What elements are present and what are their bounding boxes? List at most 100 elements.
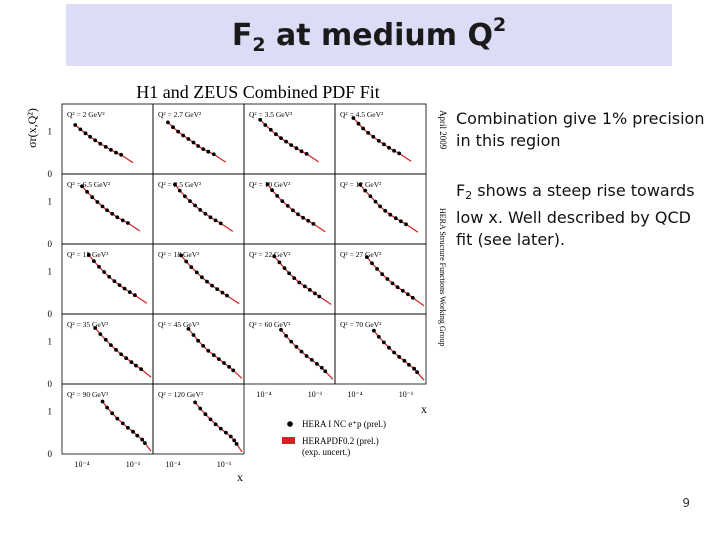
data-point [97, 264, 101, 269]
note-f2-symbol: F2 [456, 181, 473, 202]
data-point [198, 406, 203, 411]
data-point [319, 365, 324, 370]
data-point [93, 326, 98, 330]
note-steep-rise: F2 shows a steep rise towards low x. Wel… [456, 181, 695, 249]
data-point [191, 333, 196, 337]
data-point [98, 141, 103, 146]
fit-curve [267, 183, 326, 233]
panel-label: Q² = 120 GeV² [158, 390, 204, 399]
y-tick-label: 0 [48, 379, 53, 389]
y-axis-label: σr(x,Q²) [25, 108, 39, 148]
data-point [387, 345, 391, 350]
data-point [289, 339, 294, 344]
panel-label: Q² = 2 GeV² [67, 110, 105, 119]
data-point [201, 344, 206, 348]
fit-curve [74, 124, 134, 164]
data-point [406, 292, 410, 297]
data-point [85, 190, 89, 194]
fit-curve [167, 121, 227, 163]
panel-label: Q² = 60 GeV² [249, 320, 291, 329]
data-point [120, 218, 125, 223]
panel-label: Q² = 35 GeV² [67, 320, 109, 329]
data-point [189, 265, 194, 270]
fit-curve [81, 185, 141, 232]
data-point [98, 332, 103, 336]
data-point [315, 362, 319, 366]
data-point [205, 279, 209, 284]
data-point [279, 136, 283, 141]
data-point [287, 271, 291, 276]
data-point [100, 399, 105, 404]
panel-label: Q² = 10 GeV² [249, 180, 291, 189]
data-point [280, 199, 285, 204]
data-point [131, 429, 135, 434]
data-point [388, 212, 393, 217]
data-point [380, 272, 385, 277]
data-point [115, 416, 120, 421]
data-point [363, 188, 368, 193]
legend-label-data: HERA I NC e⁺p (prel.) [302, 419, 386, 429]
data-point [385, 277, 390, 281]
data-point [400, 288, 405, 293]
data-point [217, 357, 221, 361]
data-point [173, 182, 177, 187]
x-axis-label: x [421, 402, 427, 416]
data-point [171, 125, 175, 130]
data-point [392, 350, 396, 355]
data-point [184, 259, 189, 264]
data-point [119, 152, 123, 157]
fit-curve [174, 184, 234, 232]
data-point [378, 204, 382, 209]
data-point [220, 290, 225, 295]
data-point [103, 337, 108, 342]
y-tick-label: 1 [48, 266, 53, 276]
data-point [133, 293, 137, 298]
data-point [218, 426, 223, 431]
y-tick-label: 0 [48, 449, 53, 459]
data-point [231, 368, 236, 373]
x-tick-label: 10⁻¹ [399, 390, 414, 399]
data-point [263, 123, 268, 127]
data-point [358, 182, 362, 187]
data-point [92, 259, 96, 263]
data-point [134, 363, 138, 368]
data-point [126, 221, 130, 225]
x-tick-label: 10⁻¹ [308, 390, 323, 399]
y-tick-label: 0 [48, 309, 53, 319]
data-point [112, 279, 117, 284]
data-point [232, 438, 237, 443]
data-point [218, 221, 223, 226]
data-point [191, 140, 196, 145]
data-point [289, 143, 294, 148]
data-point [265, 182, 270, 187]
data-point [304, 354, 309, 358]
data-point [213, 218, 218, 223]
data-point [206, 348, 211, 353]
data-point [365, 255, 369, 259]
data-point [402, 358, 407, 363]
panel-frame [334, 313, 427, 385]
panel-label: Q² = 2.7 GeV² [158, 110, 202, 119]
data-point [309, 358, 314, 362]
data-point [299, 349, 304, 354]
data-point [268, 127, 273, 132]
data-point [78, 127, 83, 132]
data-point [196, 144, 201, 148]
data-point [122, 286, 127, 291]
data-point [73, 123, 78, 127]
note-precision: Combination give 1% precision in this re… [456, 109, 705, 150]
data-point [222, 361, 226, 365]
data-point [203, 211, 208, 216]
fit-curve [366, 256, 425, 307]
data-point [317, 294, 322, 299]
data-point [313, 291, 317, 296]
data-point [368, 194, 373, 199]
data-point [366, 131, 371, 135]
data-point [201, 147, 206, 152]
slide-title: F2 at medium Q2 [231, 14, 507, 56]
data-point [372, 328, 376, 333]
y-tick-label: 1 [48, 406, 53, 416]
y-tick-label: 1 [48, 196, 53, 206]
data-point [105, 208, 109, 213]
data-point [291, 208, 295, 213]
